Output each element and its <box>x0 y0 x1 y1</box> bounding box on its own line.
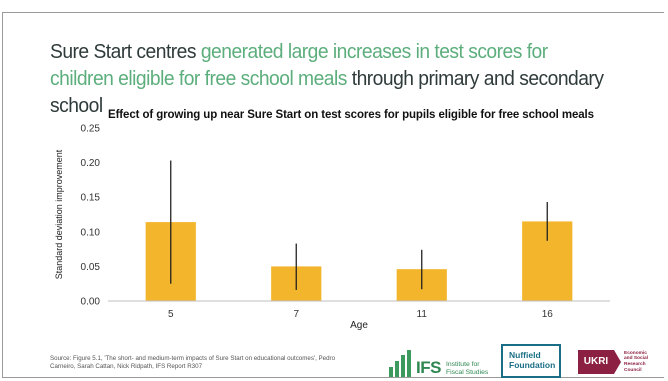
x-axis-title: Age <box>350 320 368 331</box>
headline-part-3: through primary and secondary school <box>50 67 604 117</box>
esrc-text: Economic and Social Research Council <box>624 351 664 373</box>
esrc-line-3: Research Council <box>624 362 646 373</box>
y-axis-title: Standard deviation improvement <box>54 149 64 279</box>
y-tick-label: 0.25 <box>81 124 101 135</box>
headline-part-1: Sure Start centres <box>50 40 201 63</box>
nuffield-line-1: Nuffield <box>509 350 541 360</box>
headline: Sure Start centres generated large incre… <box>50 38 614 119</box>
y-tick-label: 0.00 <box>81 297 101 308</box>
y-tick-label: 0.10 <box>81 227 101 238</box>
ukri-esrc-logo: UKRI Economic and Social Research Counci… <box>578 350 664 374</box>
ukri-mark-icon: UKRI <box>578 350 621 374</box>
ifs-logo-subtext: Institute for Fiscal Studies <box>446 361 488 376</box>
esrc-line-2: and Social <box>624 356 648 362</box>
ifs-bars-icon <box>389 350 411 377</box>
x-tick-label: 11 <box>417 309 428 320</box>
error-bars <box>170 160 548 290</box>
ifs-sub-line-1: Institute for <box>445 361 480 368</box>
ifs-logo-text: IFS <box>416 358 441 377</box>
source-note: Source: Figure 5.1, 'The short- and medi… <box>50 355 336 370</box>
ifs-logo: IFS Institute for Fiscal Studies <box>389 347 488 377</box>
bars <box>145 221 573 301</box>
chart-title: Effect of growing up near Sure Start on … <box>108 109 594 121</box>
x-axis: 5 7 11 16 <box>168 309 553 320</box>
nuffield-line-2: Foundation <box>509 360 556 370</box>
headline-part-2: generated large increases in test scores… <box>50 40 548 90</box>
slide-frame <box>2 12 664 378</box>
nuffield-logo: Nuffield Foundation <box>501 344 561 378</box>
x-tick-label: 5 <box>168 309 174 320</box>
y-tick-label: 0.15 <box>81 193 101 204</box>
x-tick-label: 7 <box>293 309 299 320</box>
ifs-sub-line-2: Fiscal Studies <box>445 368 489 376</box>
esrc-line-1: Economic <box>624 350 647 356</box>
y-tick-label: 0.20 <box>81 158 101 169</box>
y-axis: 0.00 0.05 0.10 0.15 0.20 0.25 <box>81 124 101 308</box>
y-tick-label: 0.05 <box>81 262 101 273</box>
x-tick-label: 16 <box>542 309 554 320</box>
